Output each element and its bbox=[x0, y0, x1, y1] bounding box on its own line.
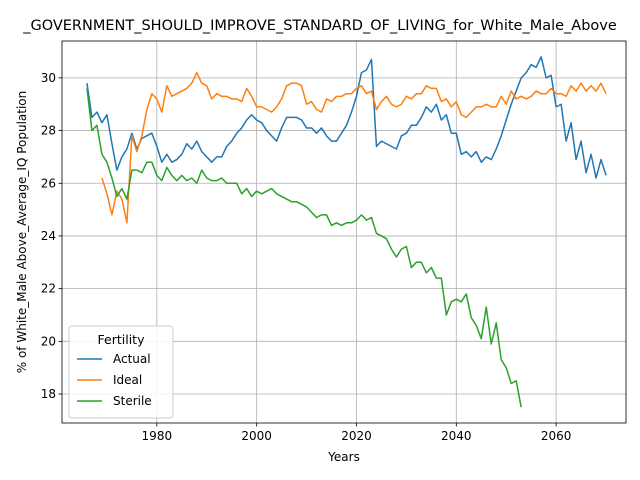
legend-box bbox=[68, 325, 174, 419]
x-tick-label: 2040 bbox=[441, 429, 472, 443]
series-line-sterile bbox=[86, 88, 522, 408]
x-tick-label: 2000 bbox=[241, 429, 272, 443]
y-tick-label: 28 bbox=[41, 124, 56, 138]
x-tick-label: 2060 bbox=[541, 429, 572, 443]
legend-label-ideal: Ideal bbox=[113, 373, 142, 387]
x-axis-ticks: 1980 2000 2020 2040 2060 bbox=[142, 423, 572, 443]
series-line-actual bbox=[86, 56, 607, 179]
y-tick-label: 20 bbox=[41, 334, 56, 348]
legend: Fertility Actual Ideal Sterile bbox=[68, 325, 174, 419]
y-tick-label: 24 bbox=[41, 229, 56, 243]
legend-label-actual: Actual bbox=[113, 352, 151, 366]
y-tick-label: 30 bbox=[41, 71, 56, 85]
series-line-ideal bbox=[101, 71, 607, 224]
series-layer bbox=[86, 56, 607, 408]
legend-entries: Actual Ideal Sterile bbox=[77, 352, 152, 408]
plot-frame bbox=[61, 40, 627, 424]
y-tick-label: 22 bbox=[41, 282, 56, 296]
x-tick-label: 2020 bbox=[341, 429, 372, 443]
legend-label-sterile: Sterile bbox=[113, 394, 152, 408]
legend-title: Fertility bbox=[98, 332, 146, 347]
y-axis-label: % of White_Male Above_Average_IQ Populat… bbox=[15, 91, 29, 374]
y-axis-ticks: 18 20 22 24 26 28 30 bbox=[41, 71, 62, 401]
y-tick-label: 26 bbox=[41, 176, 56, 190]
x-tick-label: 1980 bbox=[142, 429, 173, 443]
chart-title: _GOVERNMENT_SHOULD_IMPROVE_STANDARD_OF_L… bbox=[22, 18, 617, 34]
y-tick-label: 18 bbox=[41, 387, 56, 401]
x-axis-label: Years bbox=[327, 450, 360, 464]
